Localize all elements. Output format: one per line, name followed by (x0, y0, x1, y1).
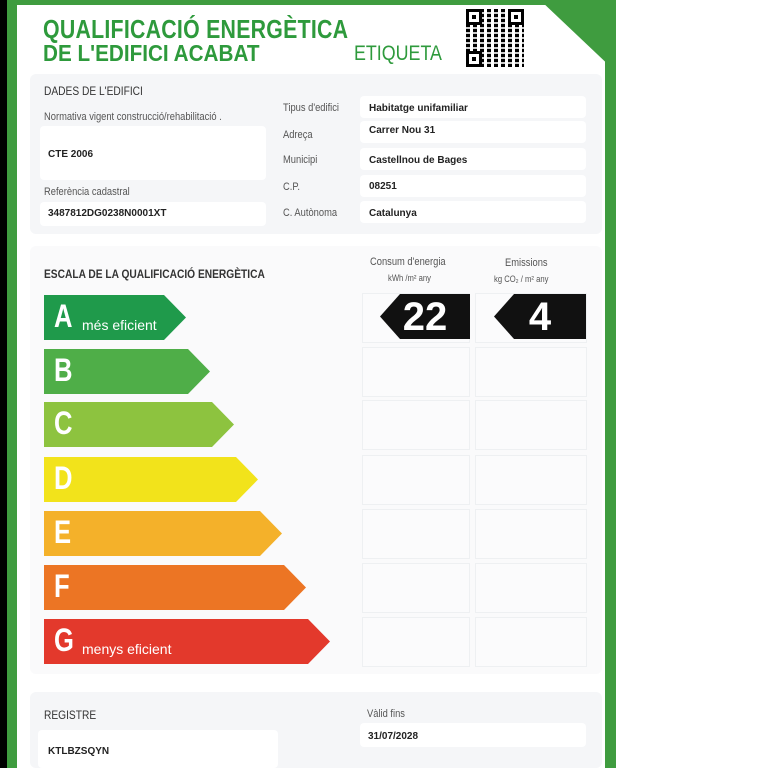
registry-label: REGISTRE (44, 708, 97, 722)
field-label: C. Autònoma (283, 207, 338, 219)
rating-cell (475, 509, 587, 559)
consumption-label: Consum d'energia (370, 256, 446, 268)
rating-cell (362, 347, 470, 397)
region-value: Catalunya (369, 208, 417, 219)
class-letter: A (54, 298, 73, 334)
energy-class-bar-e: E (44, 511, 282, 556)
title-line1: QUALIFICACIÓ ENERGÈTICA (43, 14, 349, 44)
field-box (360, 96, 586, 118)
class-letter: D (54, 460, 73, 496)
registry-value: KTLBZSQYN (48, 746, 110, 757)
rating-cell (475, 563, 587, 613)
consumption-rating-arrow: 22 (380, 294, 470, 339)
class-letter: C (54, 405, 73, 441)
rating-cell (475, 347, 587, 397)
valid-until-value: 31/07/2028 (368, 731, 419, 742)
registry-box (38, 730, 278, 768)
cadastral-box (40, 202, 266, 226)
field-box (360, 175, 586, 197)
field-label: C.P. (283, 181, 300, 193)
scale-title: ESCALA DE LA QUALIFICACIÓ ENERGÈTICA (44, 267, 265, 281)
field-box (360, 201, 586, 223)
energy-class-bar-c: C (44, 402, 234, 447)
building-section-title: DADES DE L'EDIFICI (44, 84, 143, 98)
field-box (360, 121, 586, 143)
address-value: Carrer Nou 31 (369, 125, 436, 136)
field-label: Municipi (283, 154, 318, 166)
field-label: Adreça (283, 129, 313, 141)
cadastral-value: 3487812DG0238N0001XT (48, 208, 167, 219)
rating-cell (475, 400, 587, 450)
field-label: Tipus d'edifici (283, 102, 340, 114)
class-note: més eficient (82, 317, 157, 333)
energy-class-bar-b: B (44, 349, 210, 394)
rating-cell (475, 617, 587, 667)
emissions-unit: kg CO₂ / m² any (494, 274, 549, 284)
emissions-rating-arrow: 4 (494, 294, 586, 339)
label-type: ETIQUETA (354, 42, 442, 65)
emissions-label: Emissions (505, 257, 548, 269)
cadastral-label: Referència cadastral (44, 186, 130, 198)
regulation-value: CTE 2006 (48, 149, 94, 160)
field-box (360, 148, 586, 170)
building-type-value: Habitatge unifamiliar (369, 103, 468, 114)
class-letter: G (54, 622, 74, 658)
rating-cell (475, 455, 587, 505)
class-letter: F (54, 568, 70, 604)
valid-until-box (360, 723, 586, 747)
consumption-unit: kWh /m² any (388, 273, 431, 283)
rating-cell (362, 563, 470, 613)
class-letter: B (54, 352, 73, 388)
regulation-box (40, 126, 266, 180)
postal-code-value: 08251 (369, 181, 397, 192)
rating-cell (362, 400, 470, 450)
rating-cell (362, 455, 470, 505)
municipality-value: Castellnou de Bages (369, 155, 468, 166)
energy-class-bar-f: F (44, 565, 306, 610)
title-line2: DE L'EDIFICI ACABAT (43, 40, 260, 66)
class-note: menys eficient (82, 641, 172, 657)
qr-code-icon (466, 9, 524, 67)
scan-edge (0, 0, 7, 768)
rating-cell (362, 509, 470, 559)
energy-class-bar-d: D (44, 457, 258, 502)
valid-until-label: Vàlid fins (367, 708, 405, 720)
rating-cell (362, 617, 470, 667)
class-letter: E (54, 514, 72, 550)
regulation-label: Normativa vigent construcció/rehabilitac… (44, 111, 222, 123)
